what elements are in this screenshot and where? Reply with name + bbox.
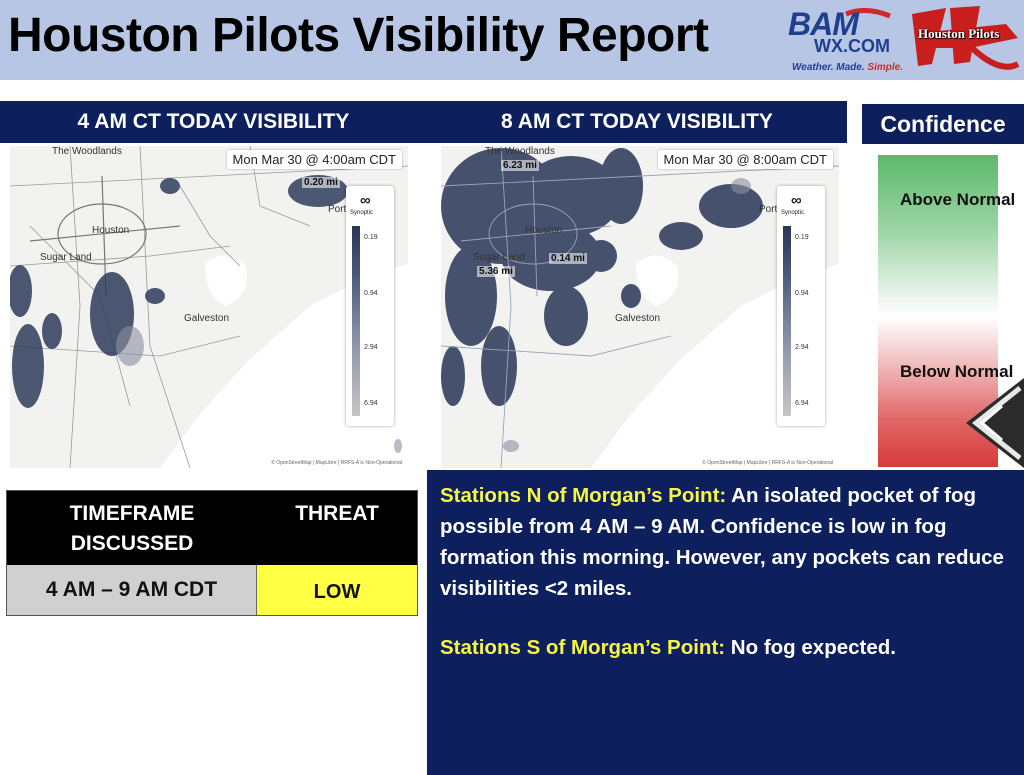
legend-color-scale <box>783 226 791 416</box>
place-label-galveston: Galveston <box>615 313 661 324</box>
legend-tick: 2.94 <box>364 344 378 351</box>
page-title: Houston Pilots Visibility Report <box>8 9 709 62</box>
visibility-reading: 6.23 mi <box>501 160 539 171</box>
legend-color-scale <box>352 226 360 416</box>
bam-swoosh-icon <box>845 8 891 19</box>
header-bar: Houston Pilots Visibility Report BAM WX.… <box>0 0 1024 80</box>
bam-logo-domain: WX.COM <box>814 36 890 56</box>
place-label-woodlands: The Woodlands <box>52 146 122 157</box>
place-label-sugar-land: Sugar Land <box>40 252 92 263</box>
bam-logo-word: BAM <box>788 6 859 42</box>
map-8am-legend: ∞ Synoptic 0.19 0.94 2.94 6.94 <box>777 186 825 426</box>
discussion-south-label: Stations S of Morgan’s Point: <box>440 636 726 659</box>
place-label-houston: Houston <box>525 225 563 236</box>
discussion-north-label: Stations N of Morgan’s Point: <box>440 484 727 507</box>
map-8am-banner: 8 AM CT TODAY VISIBILITY <box>427 101 847 143</box>
legend-brand: Synoptic <box>781 210 805 216</box>
visibility-reading: 5.36 mi <box>477 266 515 277</box>
discussion-south-text: No fog expected. <box>725 636 896 659</box>
houston-pilots-logo: Houston Pilots <box>910 4 1020 76</box>
visibility-map-8am: Mon Mar 30 @ 8:00am CDT The Woodlands Ho… <box>441 146 839 468</box>
legend-brand: Synoptic <box>350 210 374 216</box>
legend-tick: 0.19 <box>795 234 809 241</box>
discussion-south: Stations S of Morgan’s Point: No fog exp… <box>440 632 1015 663</box>
place-label-houston: Houston <box>92 225 130 236</box>
threat-table: TIMEFRAME DISCUSSED THREAT 4 AM – 9 AM C… <box>6 490 418 616</box>
place-label-galveston: Galveston <box>184 313 230 324</box>
map-attribution: © OpenStreetMap | MapLibre | RRFS-A is N… <box>702 460 833 466</box>
table-header-timeframe: TIMEFRAME DISCUSSED <box>7 491 257 565</box>
legend-tick: 0.94 <box>364 290 378 297</box>
discussion-north-text: An isolated pocket of fog possible from … <box>440 484 1004 600</box>
visibility-map-4am: Mon Mar 30 @ 4:00am CDT The Woodlands Ho… <box>10 146 408 468</box>
houston-pilots-logo-text: Houston Pilots <box>918 26 1000 41</box>
place-label-woodlands: The Woodlands <box>485 146 555 157</box>
visibility-reading: 0.14 mi <box>549 253 587 264</box>
legend-tick: 6.94 <box>795 400 809 407</box>
map-4am-timestamp: Mon Mar 30 @ 4:00am CDT <box>226 150 402 169</box>
legend-tick: 0.19 <box>364 234 378 241</box>
synoptic-logo-icon: ∞ <box>791 192 802 209</box>
synoptic-logo-icon: ∞ <box>360 192 371 209</box>
map-8am-timestamp: Mon Mar 30 @ 8:00am CDT <box>657 150 833 169</box>
confidence-below-normal-label: Below Normal <box>900 362 1014 381</box>
discussion-panel: Stations N of Morgan’s Point: An isolate… <box>427 470 1024 775</box>
confidence-pointer-arrow-icon <box>966 378 1024 468</box>
confidence-above-normal-label: Above Normal <box>900 190 1016 209</box>
bam-wx-logo: BAM WX.COM Weather. Made. Simple. <box>786 6 906 74</box>
legend-tick: 6.94 <box>364 400 378 407</box>
table-header-threat: THREAT <box>257 491 417 565</box>
map-4am-legend: ∞ Synoptic 0.19 0.94 2.94 6.94 <box>346 186 394 426</box>
place-label-port-arthur: Port Ar <box>328 204 359 215</box>
table-cell-threat-level: LOW <box>257 565 417 615</box>
discussion-north: Stations N of Morgan’s Point: An isolate… <box>440 480 1015 604</box>
houston-pilots-emblem-icon <box>912 6 1020 70</box>
confidence-banner: Confidence <box>862 104 1024 144</box>
visibility-reading: 0.20 mi <box>302 177 340 188</box>
legend-tick: 2.94 <box>795 344 809 351</box>
map-attribution: © OpenStreetMap | MapLibre | RRFS-A is N… <box>271 460 402 466</box>
place-label-port-arthur: Port Ar <box>759 204 790 215</box>
bam-logo-tagline: Weather. Made. Simple. <box>792 62 903 73</box>
place-label-sugar-land: Sugar Land <box>473 252 525 263</box>
legend-tick: 0.94 <box>795 290 809 297</box>
map-4am-banner: 4 AM CT TODAY VISIBILITY <box>0 101 427 143</box>
table-cell-timeframe: 4 AM – 9 AM CDT <box>7 565 257 615</box>
